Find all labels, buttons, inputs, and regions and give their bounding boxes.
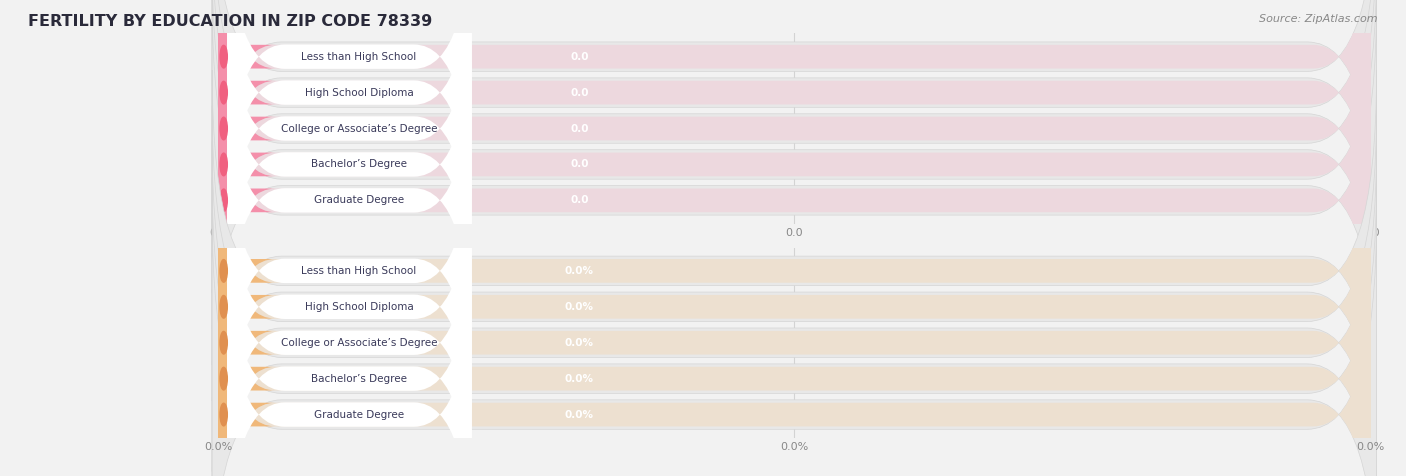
FancyBboxPatch shape — [218, 0, 1371, 260]
FancyBboxPatch shape — [218, 103, 1371, 439]
Text: Graduate Degree: Graduate Degree — [314, 195, 404, 205]
FancyBboxPatch shape — [212, 70, 1376, 472]
FancyBboxPatch shape — [218, 139, 1371, 475]
FancyBboxPatch shape — [228, 139, 471, 474]
Circle shape — [221, 296, 228, 318]
FancyBboxPatch shape — [218, 211, 1371, 476]
FancyBboxPatch shape — [212, 178, 1376, 476]
FancyBboxPatch shape — [228, 175, 471, 476]
FancyBboxPatch shape — [228, 33, 471, 368]
Text: 0.0: 0.0 — [571, 88, 589, 98]
Text: 0.0: 0.0 — [571, 159, 589, 169]
Circle shape — [221, 81, 228, 104]
Circle shape — [221, 331, 228, 354]
Text: 0.0%: 0.0% — [565, 337, 593, 348]
FancyBboxPatch shape — [228, 0, 471, 296]
FancyBboxPatch shape — [212, 142, 1376, 476]
Text: College or Associate’s Degree: College or Associate’s Degree — [281, 337, 437, 348]
Text: 0.0: 0.0 — [571, 52, 589, 62]
FancyBboxPatch shape — [212, 106, 1376, 476]
Circle shape — [221, 367, 228, 390]
FancyBboxPatch shape — [166, 247, 276, 476]
FancyBboxPatch shape — [218, 32, 1371, 368]
Text: 0.0%: 0.0% — [565, 409, 593, 419]
Circle shape — [221, 403, 228, 426]
FancyBboxPatch shape — [218, 247, 1371, 476]
FancyBboxPatch shape — [218, 0, 1371, 332]
FancyBboxPatch shape — [166, 139, 276, 475]
Circle shape — [221, 259, 228, 282]
Text: 0.0%: 0.0% — [565, 374, 593, 384]
Circle shape — [221, 117, 228, 140]
Text: 0.0%: 0.0% — [565, 266, 593, 276]
Text: Source: ZipAtlas.com: Source: ZipAtlas.com — [1260, 14, 1378, 24]
FancyBboxPatch shape — [212, 0, 1376, 258]
Text: College or Associate’s Degree: College or Associate’s Degree — [281, 123, 437, 134]
FancyBboxPatch shape — [228, 0, 471, 332]
FancyBboxPatch shape — [166, 211, 276, 476]
FancyBboxPatch shape — [228, 211, 471, 476]
FancyBboxPatch shape — [228, 0, 471, 260]
FancyBboxPatch shape — [218, 0, 1371, 296]
Circle shape — [221, 45, 228, 68]
FancyBboxPatch shape — [218, 175, 1371, 476]
Circle shape — [221, 189, 228, 212]
Text: Less than High School: Less than High School — [301, 52, 416, 62]
FancyBboxPatch shape — [212, 0, 1376, 401]
Text: FERTILITY BY EDUCATION IN ZIP CODE 78339: FERTILITY BY EDUCATION IN ZIP CODE 78339 — [28, 14, 433, 30]
FancyBboxPatch shape — [212, 0, 1376, 329]
FancyBboxPatch shape — [228, 0, 471, 224]
FancyBboxPatch shape — [166, 175, 276, 476]
Text: 0.0: 0.0 — [571, 123, 589, 134]
FancyBboxPatch shape — [212, 0, 1376, 365]
Text: Less than High School: Less than High School — [301, 266, 416, 276]
FancyBboxPatch shape — [166, 103, 276, 439]
FancyBboxPatch shape — [166, 0, 276, 225]
FancyBboxPatch shape — [166, 0, 276, 296]
Circle shape — [221, 153, 228, 176]
Text: High School Diploma: High School Diploma — [305, 88, 413, 98]
FancyBboxPatch shape — [212, 214, 1376, 476]
Text: Bachelor’s Degree: Bachelor’s Degree — [311, 374, 408, 384]
FancyBboxPatch shape — [228, 103, 471, 438]
FancyBboxPatch shape — [166, 0, 276, 260]
Text: 0.0%: 0.0% — [565, 302, 593, 312]
Text: High School Diploma: High School Diploma — [305, 302, 413, 312]
FancyBboxPatch shape — [228, 247, 471, 476]
Text: 0.0: 0.0 — [571, 195, 589, 205]
FancyBboxPatch shape — [212, 0, 1376, 293]
Text: Graduate Degree: Graduate Degree — [314, 409, 404, 419]
FancyBboxPatch shape — [166, 0, 276, 332]
Text: Bachelor’s Degree: Bachelor’s Degree — [311, 159, 408, 169]
FancyBboxPatch shape — [166, 32, 276, 368]
FancyBboxPatch shape — [218, 0, 1371, 225]
